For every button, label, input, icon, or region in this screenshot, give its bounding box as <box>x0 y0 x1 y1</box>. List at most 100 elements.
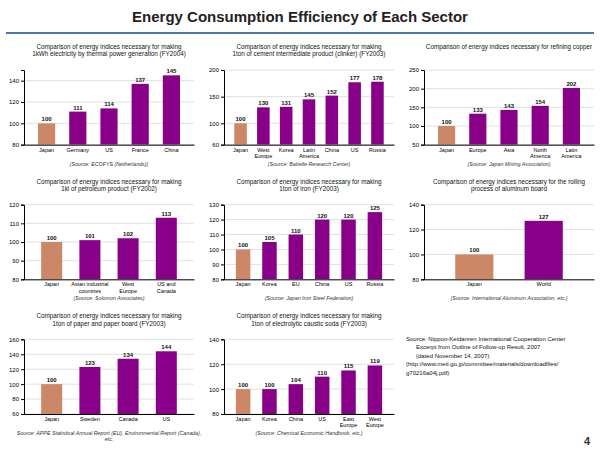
bars <box>438 88 580 145</box>
bar <box>69 112 86 145</box>
tick: Korea <box>262 416 278 422</box>
data-label: 100 <box>42 116 53 122</box>
tick: Russia <box>369 147 387 153</box>
text-line: (http://www.meti.go.jp/committee/materia… <box>406 361 559 367</box>
grid-line <box>424 229 594 230</box>
tick-mark <box>221 97 224 98</box>
bar <box>341 220 355 280</box>
tick: 100 <box>409 123 424 129</box>
tick: 130 <box>209 202 224 208</box>
y-axis: 80100120140 <box>409 202 425 283</box>
tick: Japan <box>233 147 248 153</box>
data-labels: 100101102113 <box>47 211 172 241</box>
tick-mark <box>421 89 424 90</box>
bars <box>38 75 180 144</box>
data-label: 123 <box>85 360 96 366</box>
tick: Asian industrialcountries <box>71 281 108 294</box>
tick: 100 <box>9 239 24 245</box>
grid-line <box>24 204 194 205</box>
data-labels: 100123134144 <box>47 344 172 383</box>
data-label: 152 <box>327 89 338 95</box>
x-axis: JapanKoreaChinaUSEastEuropeWestEurope <box>225 415 395 429</box>
chart: 6080100120140160JapanSwedenCanadaUS10012… <box>9 337 195 422</box>
bar <box>262 242 276 279</box>
tick: China <box>164 147 179 153</box>
bar <box>368 212 382 279</box>
text-line: (Source: Chemical Economic Handbook, etc… <box>255 430 362 436</box>
chart-title: Comparison of energy indices necessary f… <box>37 312 182 327</box>
bar <box>132 84 149 145</box>
data-labels: 100105110120120125 <box>238 205 380 248</box>
source-note: (Source: Japan Iron Steel Federation) <box>265 295 354 301</box>
tick-label: 100 <box>209 247 220 253</box>
tick-label: China <box>164 147 179 153</box>
axis-line <box>25 145 195 146</box>
tick-label: 60 <box>12 411 19 417</box>
axis-line <box>425 145 595 146</box>
tick-label: 100 <box>9 239 20 245</box>
bars <box>234 82 383 145</box>
tick-label: 120 <box>9 99 20 105</box>
tick-label: World <box>537 281 551 287</box>
axis-line <box>221 71 225 146</box>
grid-line <box>424 204 594 205</box>
axis-line <box>221 340 225 415</box>
tick-label: Korea <box>279 147 295 153</box>
text-line: Excerpt from Outline of Follow-up Result… <box>406 344 541 350</box>
tick: 80 <box>12 396 24 402</box>
bar <box>163 75 180 144</box>
bar <box>315 377 329 414</box>
bar <box>289 384 303 414</box>
text-line: China <box>325 147 340 153</box>
y-axis: 80100120140 <box>209 337 225 418</box>
text-line: Latin <box>565 147 577 153</box>
y-axis: 60100150200 <box>209 67 225 148</box>
text-line: Europe <box>119 288 137 294</box>
tick-label: 120 <box>9 202 20 208</box>
x-axis: JapanEuropeAsiaNorthAmericaLatinAmerica <box>425 145 595 159</box>
tick: Japan <box>467 281 482 287</box>
data-label: 100 <box>469 247 480 253</box>
bar <box>79 367 100 414</box>
tick-label: 100 <box>409 252 420 258</box>
tick: LatinAmerica <box>561 147 582 160</box>
text-line: Japan <box>44 416 59 422</box>
text-line: countries <box>79 288 102 294</box>
tick: NorthAmerica <box>530 147 551 160</box>
tick: Japan <box>44 281 59 287</box>
axis-line <box>21 340 25 415</box>
title: Energy Consumption Efficiency of Each Se… <box>132 8 468 25</box>
chart: 80100120140JapanKoreaChinaUSEastEuropeWe… <box>209 337 395 429</box>
text-line: Korea <box>279 147 295 153</box>
tick: 140 <box>209 337 224 343</box>
text-line: US <box>318 416 326 422</box>
tick: 100 <box>409 252 424 258</box>
text-line: West <box>257 147 270 153</box>
text-line: (Source: Japan Iron Steel Federation) <box>265 295 354 301</box>
y-axis: 6080100120140160 <box>9 337 25 418</box>
tick-label: Europe <box>469 147 487 153</box>
text-line: US <box>162 416 170 422</box>
grid-line <box>224 364 394 365</box>
grid <box>424 205 594 280</box>
tick-label: China <box>325 147 340 153</box>
text-line: Latin <box>303 147 315 153</box>
tick: Germany <box>66 147 89 153</box>
text-line: Canada <box>157 288 177 294</box>
data-label: 145 <box>304 92 315 98</box>
text-line: 1kWh electricity by thermal power genera… <box>32 50 186 58</box>
text-line: China <box>315 281 330 287</box>
text-line: 1ton of iron (FY2003) <box>279 185 339 193</box>
data-labels: 100133143154202 <box>442 81 577 125</box>
tick-label: France <box>132 147 149 153</box>
tick-mark <box>21 145 24 146</box>
tick: Japan <box>44 416 59 422</box>
text-line: 1ton of cement intermediate product (cli… <box>233 50 386 58</box>
data-label: 143 <box>504 103 515 109</box>
text-line: Japan <box>467 281 482 287</box>
bars <box>41 351 177 414</box>
tick-mark <box>421 254 424 255</box>
data-label: 144 <box>161 344 172 350</box>
data-label: 134 <box>123 352 134 358</box>
tick-label: Asia <box>504 147 516 153</box>
